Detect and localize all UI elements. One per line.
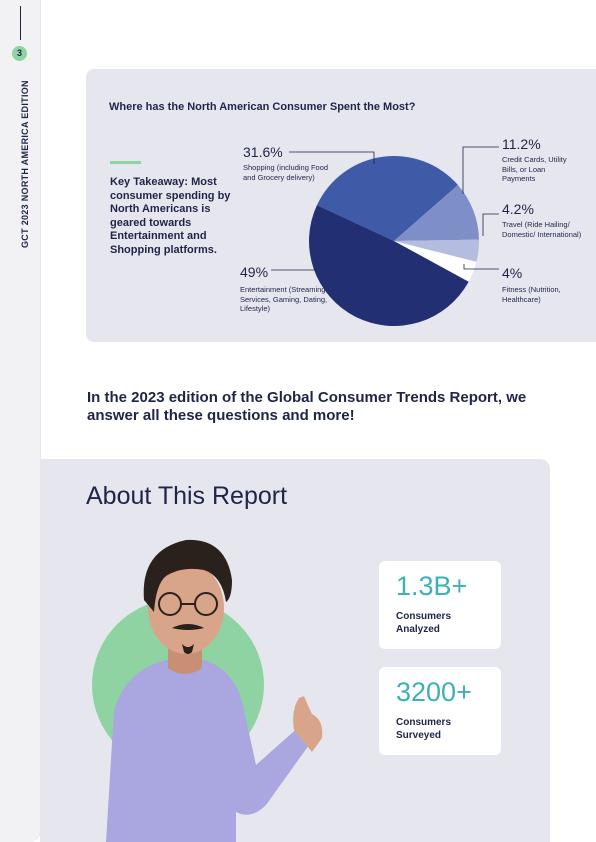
report-headline: In the 2023 edition of the Global Consum… (87, 389, 527, 424)
slice-fitness-label: Fitness (Nutrition, Healthcare) (502, 285, 561, 304)
leader-line-credit (462, 146, 499, 194)
stat-value: 3200+ (396, 677, 472, 707)
slice-entertainment-pct: 49% (240, 264, 269, 280)
slice-shopping-label: Shopping (including Food and Grocery del… (243, 163, 329, 182)
slice-travel-pct: 4.2% (502, 201, 534, 217)
stat-card-analyzed: 1.3B+ Consumers Analyzed (379, 561, 501, 649)
stat-value: 1.3B+ (396, 571, 468, 601)
slice-entertainment-label: Entertainment (Streaming Services, Gamin… (240, 285, 328, 313)
leader-line-travel (482, 213, 499, 236)
slice-fitness-pct: 4% (502, 265, 523, 281)
pie-slice-travel (394, 239, 479, 262)
slice-shopping-pct: 31.6% (243, 144, 283, 160)
about-title: About This Report (86, 482, 288, 510)
sidebar: 3 GCT 2023 NORTH AMERICA EDITION (0, 0, 41, 842)
slice-credit-pct: 11.2% (502, 136, 541, 152)
stat-label: Consumers Analyzed (396, 611, 452, 635)
takeaway-accent-bar (110, 161, 141, 164)
chart-title: Where has the North American Consumer Sp… (109, 101, 416, 113)
leader-line-fitness (463, 264, 499, 270)
slice-credit-label: Credit Cards, Utility Bills, or Loan Pay… (502, 155, 567, 183)
sidebar-divider (20, 6, 21, 40)
pie-slice-entertainment (309, 205, 469, 326)
leader-line-shopping (289, 151, 375, 164)
sidebar-edition-title: GCT 2023 NORTH AMERICA EDITION (20, 80, 30, 248)
man-pointing-photo (92, 539, 323, 842)
slice-travel-label: Travel (Ride Hailing/ Domestic/ Internat… (502, 220, 582, 239)
stat-label: Consumers Surveyed (396, 717, 452, 741)
pie-slice-fitness (394, 241, 477, 282)
stat-card-surveyed: 3200+ Consumers Surveyed (379, 667, 501, 755)
page-number-badge: 3 (12, 46, 27, 61)
pie-slice-credit (394, 184, 479, 241)
key-takeaway-text: Key Takeaway: Most consumer spending by … (110, 176, 231, 256)
pie-chart (271, 146, 499, 326)
pie-slice-shopping (316, 156, 458, 241)
